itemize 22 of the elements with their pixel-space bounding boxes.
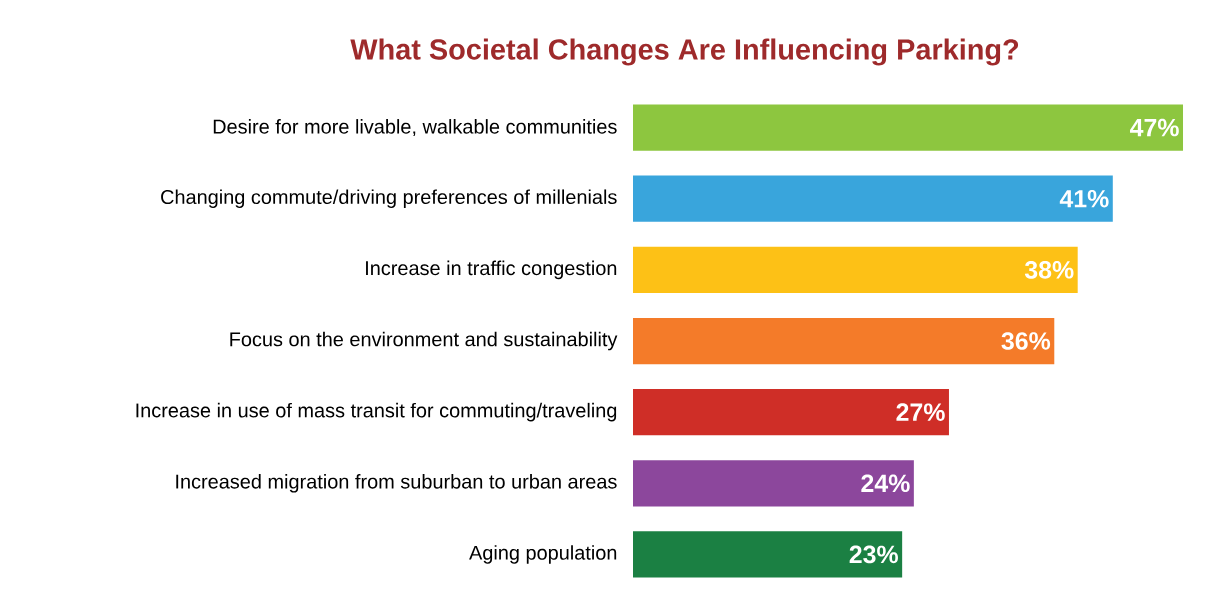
- bar: [633, 175, 1113, 222]
- data-label: 41%: [1059, 189, 1109, 208]
- bar: [633, 389, 949, 436]
- bar: [633, 104, 1184, 151]
- y-tick-label: Changing commute/driving preferences of millenials: [161, 189, 617, 209]
- y-tick-label: Desire for more livable, walkable communities: [213, 119, 617, 137]
- data-label: 47%: [1130, 118, 1179, 137]
- bar: [633, 460, 914, 507]
- y-tick-label: Increased migration from suburban to urban areas: [176, 474, 617, 493]
- data-label: 23%: [849, 545, 898, 564]
- y-tick-label: Increase in traffic congestion: [366, 260, 617, 280]
- bar: [633, 531, 903, 578]
- bar: [633, 317, 1055, 365]
- chart-title: What Societal Changes Are Influencing Parking?: [350, 38, 1019, 66]
- data-label: 36%: [1001, 332, 1051, 350]
- y-tick-label: Aging population: [469, 545, 617, 564]
- y-tick-label: Focus on the environment and sustainability: [230, 331, 618, 351]
- data-label: 27%: [896, 403, 945, 421]
- bar: [633, 246, 1078, 293]
- data-label: 24%: [861, 474, 910, 493]
- y-tick-label: Increase in use of mass transit for commuting/traveling: [136, 402, 617, 422]
- data-label: 38%: [1024, 261, 1074, 279]
